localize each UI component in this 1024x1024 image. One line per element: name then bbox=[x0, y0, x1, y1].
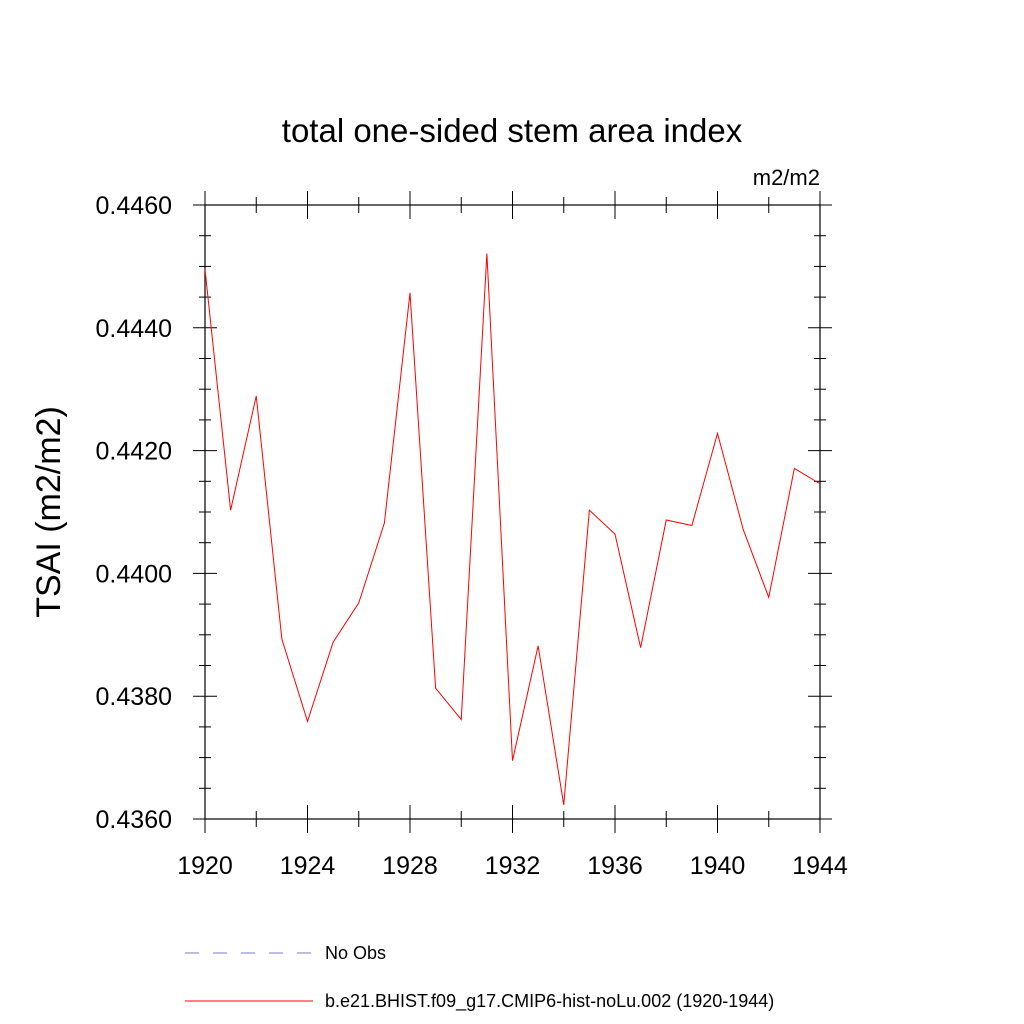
series-line-1 bbox=[204, 253, 821, 805]
chart-title: total one-sided stem area index bbox=[282, 112, 743, 149]
y-tick-label: 0.4400 bbox=[96, 560, 172, 588]
x-tick-label: 1920 bbox=[177, 852, 233, 880]
y-tick-label: 0.4360 bbox=[96, 806, 172, 834]
legend-label-no-obs: No Obs bbox=[325, 943, 386, 963]
y-tick-labels: 0.4360 0.4380 0.4400 0.4420 0.4440 0.4460 bbox=[96, 192, 172, 834]
y-tick-label: 0.4440 bbox=[96, 315, 172, 343]
units-label: m2/m2 bbox=[753, 165, 820, 190]
x-tick-label: 1936 bbox=[587, 852, 643, 880]
y-tick-label: 0.4460 bbox=[96, 192, 172, 220]
x-tick-labels: 1920 1924 1928 1932 1936 1940 1944 bbox=[177, 852, 848, 880]
x-tick-label: 1940 bbox=[690, 852, 746, 880]
legend-label-model-run: b.e21.BHIST.f09_g17.CMIP6-hist-noLu.002 … bbox=[325, 991, 774, 1012]
x-tick-label: 1928 bbox=[382, 852, 438, 880]
series-group bbox=[204, 253, 821, 805]
x-tick-label: 1924 bbox=[280, 852, 336, 880]
y-axis-label: TSAI (m2/m2) bbox=[30, 406, 68, 618]
x-tick-label: 1944 bbox=[792, 852, 848, 880]
y-tick-label: 0.4380 bbox=[96, 683, 172, 711]
x-tick-label: 1932 bbox=[485, 852, 541, 880]
legend: No Obs b.e21.BHIST.f09_g17.CMIP6-hist-no… bbox=[185, 943, 774, 1012]
plot-frame bbox=[204, 204, 821, 820]
axis-ticks bbox=[193, 191, 832, 833]
y-tick-label: 0.4420 bbox=[96, 438, 172, 466]
